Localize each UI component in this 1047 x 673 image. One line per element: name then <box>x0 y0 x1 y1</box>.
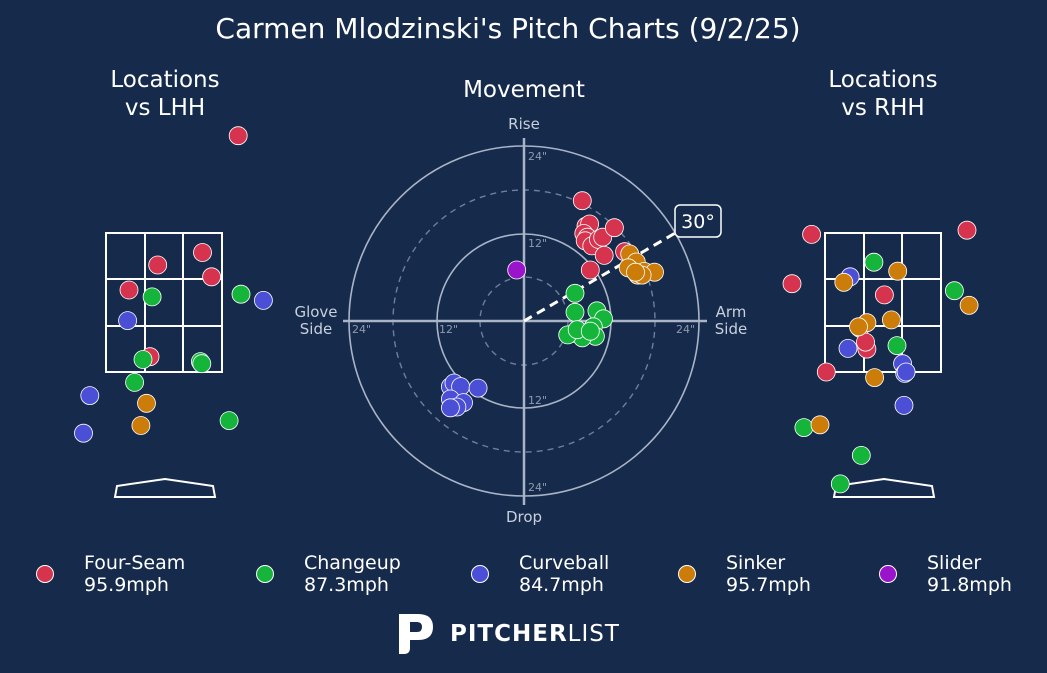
legend-velo-curveball: 84.7mph <box>519 574 604 596</box>
rhh-four-seam-point-7 <box>816 362 836 382</box>
lhh-curveball-point-3 <box>74 423 93 443</box>
pitch-points <box>74 126 979 494</box>
rhh-panel-title-line2: vs RHH <box>841 95 924 121</box>
lhh-four-seam-point-1 <box>193 243 212 262</box>
movement-curveball-point-3 <box>468 378 488 398</box>
lhh-changeup-point-1 <box>231 284 251 304</box>
lhh-four-seam-point-2 <box>148 255 168 275</box>
rhh-changeup-point-4 <box>851 445 871 465</box>
movement-four-seam-point-10 <box>594 245 614 265</box>
arm-angle-label: 30° <box>681 211 715 233</box>
tick-left-12: 12" <box>439 323 458 336</box>
movement-sinker-point-7 <box>626 262 645 282</box>
pitcherlist-logo: PITCHERLIST <box>396 612 620 656</box>
arm-side-label-line1: Arm <box>716 303 747 321</box>
legend-item-changeup: Changeup 87.3mph <box>256 552 401 596</box>
lhh-curveball-point-2 <box>80 386 100 406</box>
rhh-sinker-point-5 <box>882 310 901 330</box>
rhh-four-seam-point-6 <box>856 332 875 352</box>
glove-side-label-line1: Glove <box>294 303 337 321</box>
tick-top-12: 12" <box>528 237 547 250</box>
rise-label: Rise <box>508 115 540 133</box>
tick-bottom-12: 12" <box>528 394 547 407</box>
legend-item-sinker: Sinker 95.7mph <box>678 552 811 596</box>
rhh-changeup-point-0 <box>864 252 884 272</box>
movement-four-seam-point-9 <box>605 218 624 238</box>
chart-title: Carmen Mlodzinski's Pitch Charts (9/2/25… <box>215 12 800 45</box>
legend-pitch-curveball: Curveball <box>519 552 610 574</box>
rhh-four-seam-point-0 <box>802 224 821 244</box>
lhh-curveball-point-1 <box>253 290 273 310</box>
rhh-sinker-point-0 <box>834 272 854 292</box>
movement-curveball-point-7 <box>440 398 460 418</box>
logo-text-bold: PITCHER <box>450 621 568 647</box>
legend-pitch-changeup: Changeup <box>304 552 401 574</box>
tick-top-24: 24" <box>528 150 547 163</box>
rhh-changeup-point-3 <box>794 418 814 438</box>
legend-pitch-sinker: Sinker <box>726 552 786 574</box>
rhh-panel-title-line1: Locations <box>828 67 937 93</box>
rhh-four-seam-point-2 <box>782 274 802 294</box>
slider-swatch <box>879 565 897 583</box>
four-seam-swatch <box>36 565 54 583</box>
rhh-curveball-point-5 <box>894 395 914 415</box>
movement-changeup-point-0 <box>565 283 585 303</box>
tick-bottom-24: 24" <box>528 481 547 494</box>
legend-item-four-seam: Four-Seam 95.9mph <box>36 552 185 596</box>
rhh-changeup-point-2 <box>887 336 907 356</box>
legend-velo-sinker: 95.7mph <box>726 574 811 596</box>
rhh-four-seam-point-1 <box>957 220 977 240</box>
lhh-changeup-point-5 <box>125 372 145 392</box>
movement-panel-title: Movement <box>463 77 585 103</box>
movement-slider-point-0 <box>507 260 527 280</box>
legend-item-curveball: Curveball 84.7mph <box>471 552 609 596</box>
changeup-swatch <box>256 565 274 583</box>
movement-four-seam-point-12 <box>580 260 600 280</box>
lhh-changeup-point-6 <box>219 411 239 431</box>
lhh-panel-title-line2: vs LHH <box>125 95 205 121</box>
lhh-four-seam-point-3 <box>202 267 222 287</box>
lhh-changeup-point-0 <box>142 287 162 307</box>
arm-angle-box <box>674 204 722 238</box>
legend-velo-changeup: 87.3mph <box>304 574 389 596</box>
rhh-sinker-point-7 <box>810 415 830 435</box>
drop-label: Drop <box>506 508 542 526</box>
logo-text-light: LIST <box>567 621 620 647</box>
lhh-four-seam-point-0 <box>228 126 248 146</box>
legend-pitch-four-seam: Four-Seam <box>84 552 186 574</box>
lhh-sinker-point-1 <box>131 416 151 435</box>
lhh-sinker-point-0 <box>137 393 156 413</box>
lhh-changeup-point-2 <box>133 350 153 369</box>
movement-changeup-point-11 <box>580 321 600 341</box>
rhh-sinker-point-1 <box>888 261 908 281</box>
glove-side-label-line2: Side <box>300 320 332 338</box>
curveball-swatch <box>471 565 489 583</box>
rhh-curveball-point-1 <box>838 338 858 358</box>
legend-pitch-slider: Slider <box>927 552 982 574</box>
legend-velo-slider: 91.8mph <box>927 574 1012 596</box>
legend-velo-four-seam: 95.9mph <box>84 574 169 596</box>
pitcherlist-p-icon <box>399 614 433 654</box>
lhh-changeup-point-4 <box>192 354 212 374</box>
sinker-swatch <box>678 565 696 583</box>
rhh-sinker-point-6 <box>865 368 884 388</box>
movement-changeup-point-3 <box>565 302 585 322</box>
rhh-changeup-point-5 <box>830 474 850 494</box>
lhh-panel-title-line1: Locations <box>110 67 219 93</box>
tick-left-24: 24" <box>352 323 371 336</box>
lhh-four-seam-point-4 <box>119 280 139 300</box>
rhh-sinker-point-2 <box>959 295 979 315</box>
movement-four-seam-point-0 <box>572 191 592 211</box>
rhh-sinker-point-4 <box>849 317 868 337</box>
rhh-changeup-point-1 <box>945 281 964 301</box>
lhh-home-plate <box>113 477 217 498</box>
tick-right-24: 24" <box>676 323 695 336</box>
rhh-four-seam-point-3 <box>875 285 894 305</box>
arm-side-label-line2: Side <box>715 320 747 338</box>
lhh-curveball-point-0 <box>118 311 137 331</box>
rhh-curveball-point-4 <box>896 362 916 382</box>
legend-item-slider: Slider 91.8mph <box>879 552 1012 596</box>
